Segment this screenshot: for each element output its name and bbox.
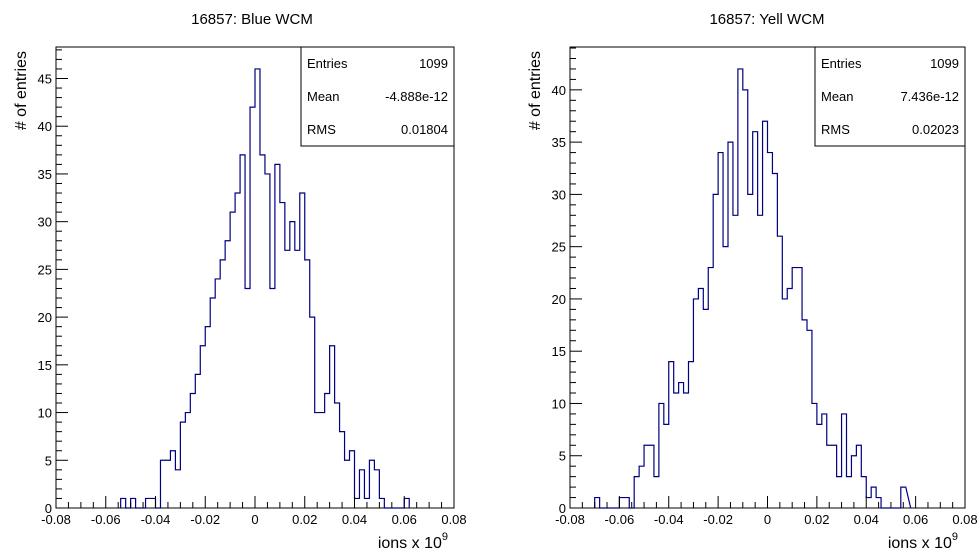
x-axis-label: ions x 109 <box>378 531 448 552</box>
y-axis-label: # of entries <box>527 51 544 130</box>
x-axis-label: ions x 109 <box>888 531 958 552</box>
x-tick-label: -0.04 <box>654 512 684 527</box>
y-tick-label: 25 <box>552 240 566 255</box>
histogram-line <box>594 68 912 509</box>
x-tick-label: -0.06 <box>91 512 121 527</box>
y-tick-label: 35 <box>38 167 52 182</box>
yell-wcm-panel: 16857: Yell WCM -0.08 -0.06 -0.04 -0.02 0 0.02… <box>527 11 978 552</box>
stats-value: -4.888e-12 <box>385 89 448 104</box>
x-tick-label: 0.08 <box>952 512 977 527</box>
y-tick-label: 20 <box>38 310 52 325</box>
x-tick-label: 0.04 <box>342 512 367 527</box>
chart-title: 16857: Blue WCM <box>191 11 313 28</box>
y-tick-label: 30 <box>552 187 566 202</box>
stats-label: Entries <box>821 56 862 71</box>
x-tick-label: -0.02 <box>703 512 733 527</box>
x-tick-label: 0.02 <box>804 512 829 527</box>
stats-value: 7.436e-12 <box>900 89 959 104</box>
y-tick-label: 5 <box>45 453 52 468</box>
stats-label: RMS <box>821 122 850 137</box>
stats-box <box>814 46 966 147</box>
y-tick-label: 45 <box>38 71 52 86</box>
stats-value: 1099 <box>930 56 959 71</box>
x-tick-label: 0 <box>764 512 771 527</box>
y-axis-label: # of entries <box>13 51 30 130</box>
y-tick-label: 30 <box>38 215 52 230</box>
y-tick-label: 10 <box>38 406 52 421</box>
x-tick-label: -0.04 <box>141 512 171 527</box>
y-tick-label: 5 <box>559 449 566 464</box>
x-tick-label: -0.08 <box>41 512 71 527</box>
x-tick-label: -0.08 <box>555 512 585 527</box>
x-tick-label: 0.08 <box>441 512 466 527</box>
x-tick-label: 0.02 <box>292 512 317 527</box>
y-tick-label: 20 <box>552 292 566 307</box>
stats-label: RMS <box>307 122 336 137</box>
stats-value: 1099 <box>419 56 448 71</box>
y-tick-label: 40 <box>38 119 52 134</box>
stats-value: 0.02023 <box>912 122 959 137</box>
blue-wcm-panel: 16857: Blue WCM -0.08 -0.06 -0.04 -0.02 0 0.02… <box>13 11 467 552</box>
stats-box <box>300 46 455 147</box>
y-tick-label: 0 <box>559 501 566 516</box>
stats-label: Mean <box>307 89 340 104</box>
y-tick-label: 0 <box>45 501 52 516</box>
histogram-line <box>120 68 410 509</box>
stats-value: 0.01804 <box>401 122 448 137</box>
x-tick-label: 0.06 <box>392 512 417 527</box>
y-tick-label: 10 <box>552 396 566 411</box>
chart-title: 16857: Yell WCM <box>709 11 824 28</box>
stats-label: Mean <box>821 89 854 104</box>
x-tick-label: -0.02 <box>190 512 220 527</box>
x-tick-label: 0.06 <box>903 512 928 527</box>
y-tick-label: 15 <box>38 358 52 373</box>
x-tick-label: -0.06 <box>605 512 635 527</box>
x-tick-label: 0 <box>251 512 258 527</box>
x-tick-label: 0.04 <box>854 512 879 527</box>
y-tick-label: 35 <box>552 135 566 150</box>
y-tick-label: 25 <box>38 262 52 277</box>
y-tick-label: 40 <box>552 83 566 98</box>
y-tick-label: 15 <box>552 344 566 359</box>
stats-label: Entries <box>307 56 348 71</box>
